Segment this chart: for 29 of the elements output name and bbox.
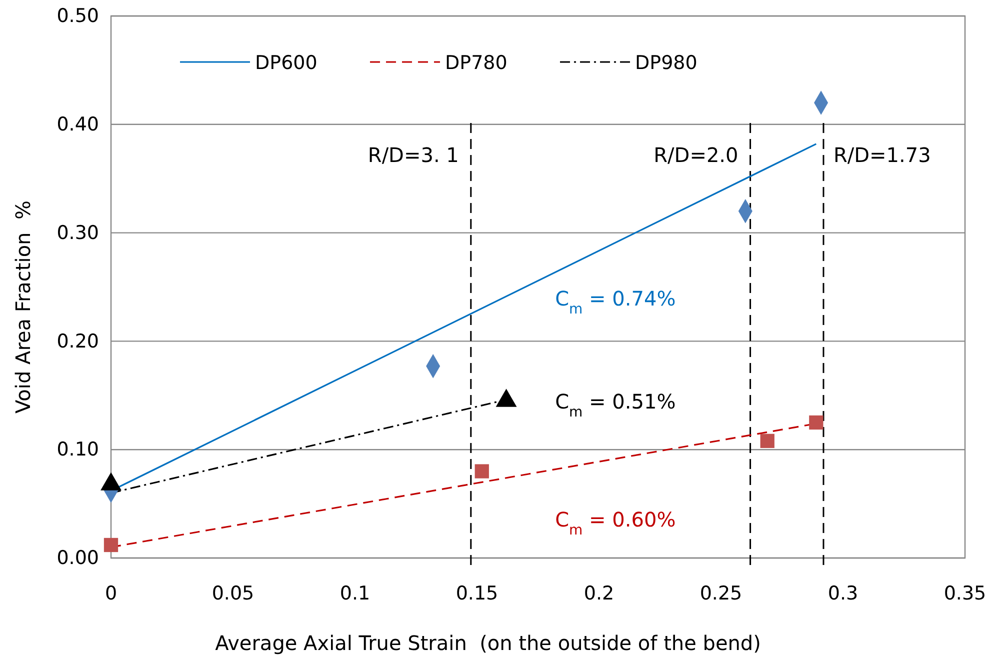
point [474,464,489,478]
x-tick-label: 0 [104,582,118,604]
x-tick-label: 0.15 [456,582,498,604]
y-tick-label: 0.30 [56,222,99,244]
annotation: R/D=3. 1 [368,143,459,167]
y-tick-label: 0.00 [56,547,99,570]
point [809,415,824,430]
annotation: R/D=1.73 [833,143,931,167]
y-axis-title: Void Area Fraction % [11,200,35,414]
x-tick-label: 0.1 [340,582,370,604]
x-tick-label: 0.2 [584,582,614,604]
y-tick-label: 0.10 [56,438,99,461]
x-tick-label: 0.25 [700,582,742,604]
legend-label: DP780 [445,52,508,74]
annotation: C$_{m}$ = 0.51% [555,389,676,420]
y-tick-label: 0.40 [56,113,99,136]
legend-label: DP980 [635,52,698,74]
annotation: C$_{m}$ = 0.60% [555,508,676,539]
point [760,434,774,448]
annotation: C$_{m}$ = 0.74% [555,286,676,318]
x-tick-label: 0.35 [944,582,986,604]
y-tick-label: 0.20 [56,330,99,352]
x-axis-title: Average Axial True Strain (on the outside of the bend) [215,631,761,655]
point [104,538,118,552]
y-tick-label: 0.50 [56,5,99,28]
legend-label: DP600 [255,52,318,74]
annotation: R/D=2.0 [654,143,738,167]
x-tick-label: 0.3 [828,582,858,604]
x-tick-label: 0.05 [212,582,254,604]
